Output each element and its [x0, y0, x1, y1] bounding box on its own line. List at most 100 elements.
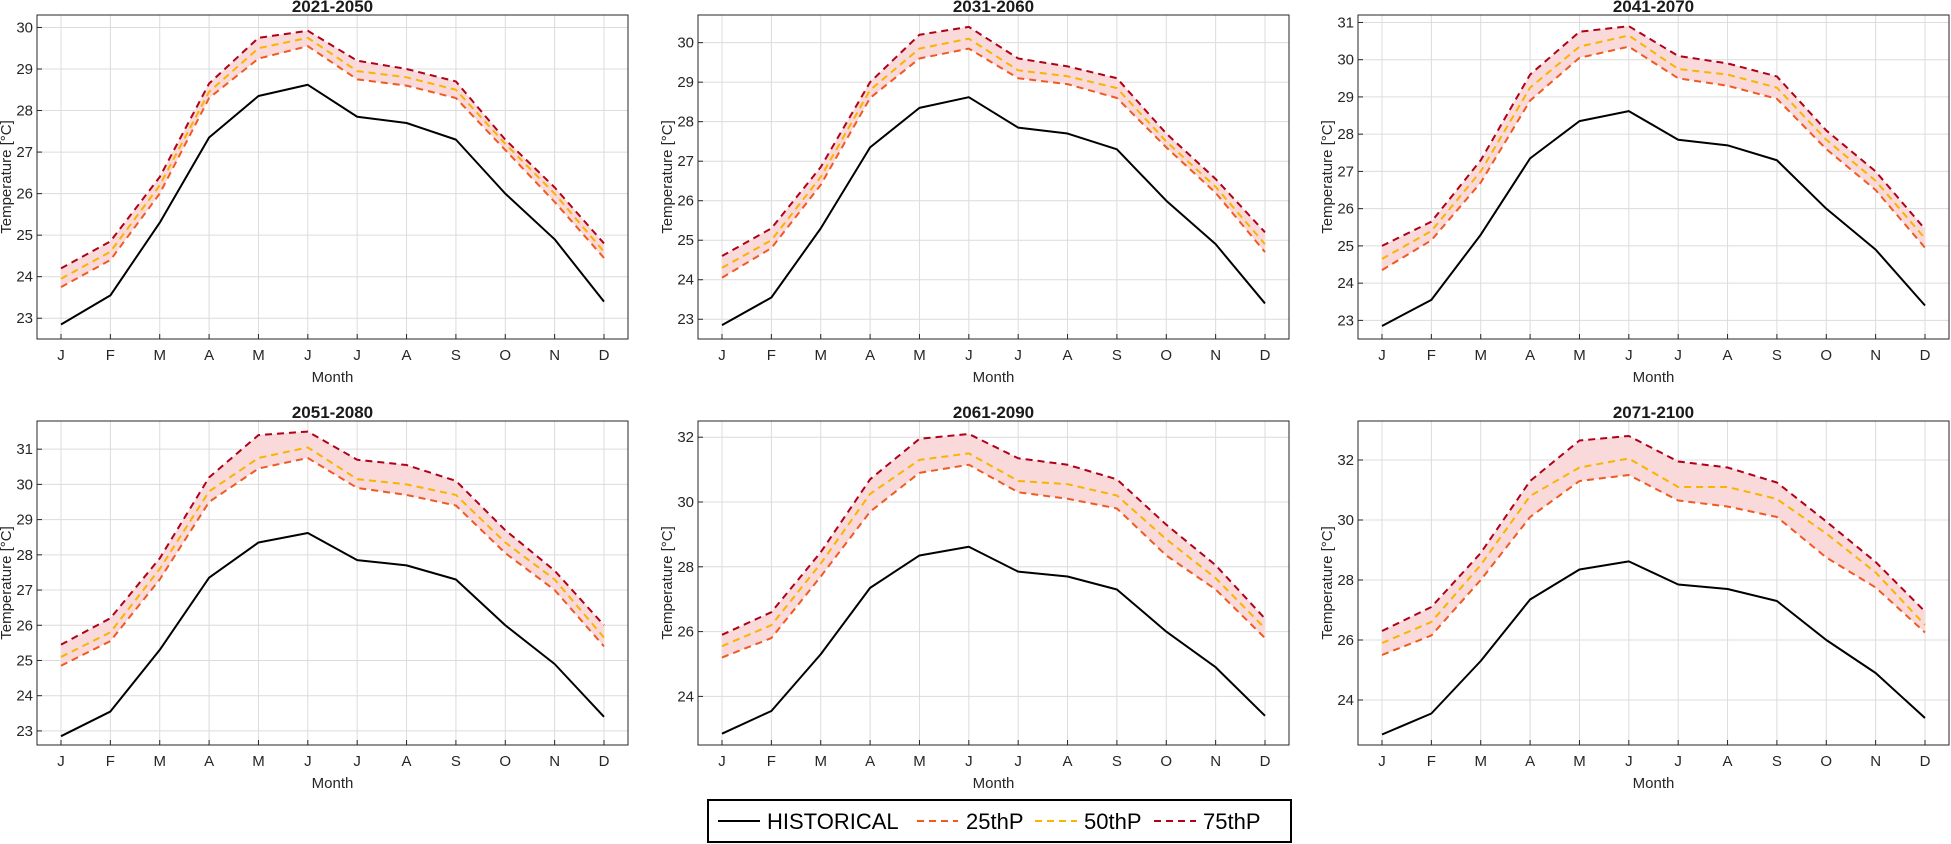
y-tick-label: 32: [1337, 452, 1354, 469]
percentile-band: [722, 26, 1265, 278]
y-tick-label: 23: [16, 310, 33, 327]
series-line-75thp: [721, 432, 1266, 636]
x-tick-label: A: [1723, 347, 1733, 364]
x-tick-label: J: [57, 753, 65, 770]
x-tick-label: J: [718, 347, 726, 364]
x-tick-label: M: [1474, 347, 1487, 364]
y-tick-label: 24: [1337, 692, 1354, 709]
x-tick-label: J: [1674, 753, 1682, 770]
series-line-25thp: [60, 45, 605, 288]
x-tick-label: A: [204, 347, 214, 364]
y-tick-label: 32: [677, 429, 694, 446]
percentile-band: [722, 433, 1265, 658]
y-tick-label: 29: [677, 74, 694, 91]
series-line-50thp: [60, 36, 605, 280]
x-tick-label: D: [1920, 753, 1931, 770]
x-tick-label: J: [304, 753, 312, 770]
y-tick-label: 26: [677, 624, 694, 641]
y-tick-label: 31: [16, 441, 33, 458]
x-tick-label: M: [153, 753, 166, 770]
y-tick-label: 25: [16, 227, 33, 244]
subplot-2031-2060: J F M A M J J A S O N D 23 24 25 26 27 28 29 30 2031-2060 Mon…: [659, 0, 1290, 386]
series-line-historical: [721, 545, 1266, 735]
y-tick-label: 24: [16, 269, 33, 286]
x-tick-label: M: [252, 347, 265, 364]
series-line-historical: [721, 96, 1266, 327]
x-tick-label: A: [402, 753, 412, 770]
x-tick-label: J: [57, 347, 65, 364]
x-tick-label: D: [599, 347, 610, 364]
x-tick-label: M: [814, 753, 827, 770]
subplot-grid: J F M A M J J A S O N D 23 24 25 26 27 28 29 30 2021-2050 Mon…: [0, 0, 1950, 792]
x-tick-label: M: [252, 753, 265, 770]
series-line-50thp: [1381, 457, 1926, 644]
x-tick-label: J: [1378, 753, 1386, 770]
y-tick-label: 26: [16, 617, 33, 634]
y-tick-label: 27: [677, 153, 694, 170]
subplot-title: 2021-2050: [292, 0, 373, 16]
y-axis-label: Temperature [°C]: [1319, 526, 1336, 640]
y-axis-label: Temperature [°C]: [659, 120, 676, 234]
y-tick-label: 28: [677, 114, 694, 131]
x-tick-label: O: [1820, 347, 1832, 364]
x-tick-label: N: [1210, 753, 1221, 770]
y-tick-label: 26: [16, 186, 33, 203]
y-axis-label: Temperature [°C]: [1319, 120, 1336, 234]
x-tick-label: M: [153, 347, 166, 364]
plot-area: [1358, 15, 1949, 339]
series-line-50thp: [721, 37, 1266, 269]
y-tick-label: 30: [677, 35, 694, 52]
series-line-50thp: [1381, 34, 1926, 260]
y-tick-label: 26: [1337, 201, 1354, 218]
x-tick-label: M: [1573, 347, 1586, 364]
x-tick-label: N: [1210, 347, 1221, 364]
x-tick-label: J: [353, 753, 361, 770]
percentile-band: [1382, 26, 1925, 271]
subplot-2051-2080: J F M A M J J A S O N D 23 24 25 26 27 28 29 30 31 2051-2080 M…: [0, 403, 629, 792]
subplot-title: 2061-2090: [953, 403, 1034, 422]
x-tick-label: J: [965, 347, 973, 364]
subplot-2061-2090: J F M A M J J A S O N D 24 26 28 30 32 2061-2090 Month Temp…: [659, 403, 1290, 792]
axes-box: [697, 14, 1290, 340]
x-tick-label: J: [718, 753, 726, 770]
x-tick-label: S: [451, 347, 461, 364]
y-tick-label: 27: [16, 582, 33, 599]
x-tick-label: F: [767, 347, 776, 364]
x-tick-label: O: [499, 347, 511, 364]
series-line-historical: [60, 83, 605, 326]
series-line-25thp: [721, 463, 1266, 659]
x-tick-label: F: [106, 753, 115, 770]
y-tick-label: 23: [16, 723, 33, 740]
y-tick-label: 25: [16, 652, 33, 669]
series-line-75thp: [1381, 25, 1926, 247]
x-tick-label: J: [1674, 347, 1682, 364]
subplot-2071-2100: J F M A M J J A S O N D 24 26 28 30 32 2071-2100 Month Temp…: [1319, 403, 1950, 792]
y-tick-label: 28: [1337, 572, 1354, 589]
percentile-band: [61, 431, 604, 666]
plot-area: [37, 421, 628, 745]
x-tick-label: D: [1260, 753, 1271, 770]
y-tick-label: 29: [1337, 89, 1354, 106]
x-tick-label: S: [451, 753, 461, 770]
x-tick-label: O: [1160, 753, 1172, 770]
x-tick-label: D: [1920, 347, 1931, 364]
y-tick-label: 26: [1337, 632, 1354, 649]
y-tick-label: 28: [16, 547, 33, 564]
axes-box: [1357, 420, 1950, 746]
y-tick-label: 29: [16, 512, 33, 529]
x-tick-label: F: [1427, 347, 1436, 364]
x-tick-label: F: [106, 347, 115, 364]
y-tick-label: 28: [1337, 126, 1354, 143]
series-line-25thp: [1381, 45, 1926, 271]
subplot-title: 2041-2070: [1613, 0, 1694, 16]
y-axis-label: Temperature [°C]: [0, 120, 15, 234]
x-tick-label: S: [1772, 347, 1782, 364]
axes-box: [36, 14, 629, 340]
y-tick-label: 30: [677, 494, 694, 511]
x-tick-label: J: [1014, 347, 1022, 364]
x-tick-label: J: [965, 753, 973, 770]
x-axis-label: Month: [1633, 369, 1675, 386]
y-tick-label: 24: [16, 688, 33, 705]
series-line-25thp: [721, 47, 1266, 279]
y-tick-label: 30: [16, 476, 33, 493]
